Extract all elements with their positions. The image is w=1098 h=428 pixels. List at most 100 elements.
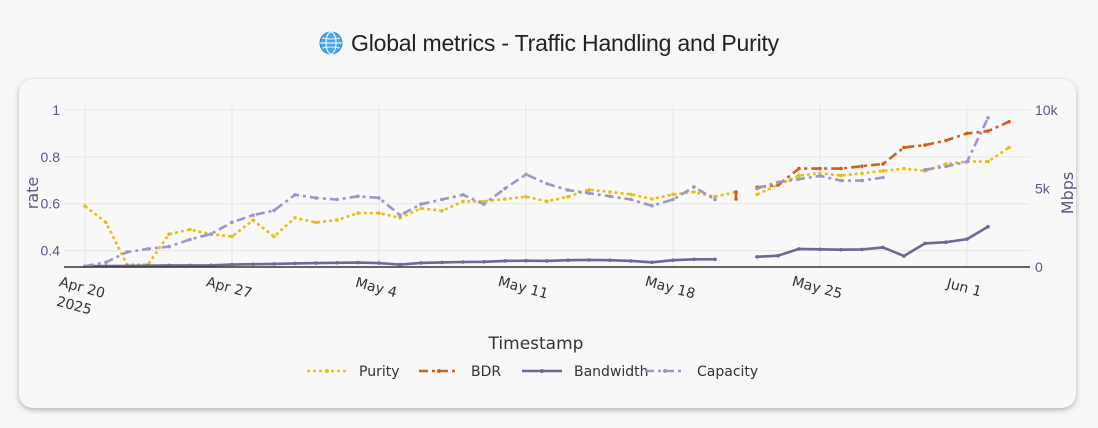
data-point[interactable] <box>293 193 297 197</box>
data-point[interactable] <box>230 220 234 225</box>
data-point[interactable] <box>902 145 906 150</box>
data-point[interactable] <box>146 247 150 251</box>
data-point[interactable] <box>587 258 591 262</box>
data-point[interactable] <box>419 261 423 265</box>
data-point[interactable] <box>692 185 696 189</box>
data-point[interactable] <box>335 197 339 202</box>
data-point[interactable] <box>734 197 738 201</box>
data-point[interactable] <box>482 202 486 206</box>
data-point[interactable] <box>839 247 843 252</box>
data-point[interactable] <box>713 257 717 262</box>
data-point[interactable] <box>104 260 108 265</box>
legend-item-bdr[interactable]: BDR <box>419 364 501 380</box>
data-point[interactable] <box>587 191 591 195</box>
data-point[interactable] <box>461 260 465 264</box>
data-point[interactable] <box>398 262 402 267</box>
data-point[interactable] <box>251 262 255 267</box>
data-point[interactable] <box>902 254 906 258</box>
data-point[interactable] <box>986 116 990 120</box>
data-point[interactable] <box>881 169 885 173</box>
data-point[interactable] <box>986 159 990 164</box>
data-point[interactable] <box>545 199 549 204</box>
data-point[interactable] <box>461 199 465 204</box>
data-point[interactable] <box>440 209 444 213</box>
data-point[interactable] <box>545 259 549 263</box>
data-point[interactable] <box>251 218 255 222</box>
data-point[interactable] <box>461 193 465 197</box>
data-point[interactable] <box>818 171 822 176</box>
legend-item-capacity[interactable]: Capacity <box>645 364 758 380</box>
data-point[interactable] <box>608 194 612 199</box>
data-point[interactable] <box>860 164 864 168</box>
data-point[interactable] <box>251 213 255 217</box>
data-point[interactable] <box>944 240 948 244</box>
data-point[interactable] <box>1007 119 1011 124</box>
data-point[interactable] <box>608 258 612 263</box>
data-point[interactable] <box>356 194 360 199</box>
data-point[interactable] <box>776 183 780 187</box>
data-point[interactable] <box>881 175 885 180</box>
data-point[interactable] <box>818 166 822 171</box>
data-point[interactable] <box>524 258 528 263</box>
data-point[interactable] <box>671 197 675 202</box>
data-point[interactable] <box>839 166 843 171</box>
data-point[interactable] <box>944 138 948 143</box>
data-point[interactable] <box>440 260 444 265</box>
data-point[interactable] <box>377 196 381 200</box>
data-point[interactable] <box>356 260 360 265</box>
data-point[interactable] <box>272 234 276 239</box>
data-point[interactable] <box>587 187 591 192</box>
data-point[interactable] <box>398 213 402 217</box>
data-point[interactable] <box>755 254 759 259</box>
data-point[interactable] <box>524 172 528 177</box>
legend-item-bandwidth[interactable]: Bandwidth <box>522 364 649 380</box>
data-point[interactable] <box>314 196 318 200</box>
data-point[interactable] <box>524 194 528 199</box>
data-point[interactable] <box>818 174 822 178</box>
data-point[interactable] <box>797 166 801 171</box>
data-point[interactable] <box>167 244 171 249</box>
data-point[interactable] <box>356 211 360 215</box>
data-point[interactable] <box>839 173 843 178</box>
data-point[interactable] <box>986 224 990 229</box>
data-point[interactable] <box>566 188 570 192</box>
data-point[interactable] <box>839 178 843 183</box>
data-point[interactable] <box>188 237 192 242</box>
data-point[interactable] <box>209 263 213 268</box>
data-point[interactable] <box>923 143 927 147</box>
data-point[interactable] <box>671 192 675 197</box>
data-point[interactable] <box>734 190 738 194</box>
data-point[interactable] <box>860 178 864 183</box>
data-point[interactable] <box>881 245 885 250</box>
data-point[interactable] <box>335 261 339 265</box>
data-point[interactable] <box>503 197 507 201</box>
data-point[interactable] <box>944 162 948 166</box>
data-point[interactable] <box>377 261 381 265</box>
data-point[interactable] <box>230 234 234 239</box>
data-point[interactable] <box>293 261 297 266</box>
data-point[interactable] <box>944 164 948 169</box>
data-point[interactable] <box>272 262 276 266</box>
data-point[interactable] <box>860 171 864 176</box>
data-point[interactable] <box>104 220 108 225</box>
data-point[interactable] <box>440 197 444 202</box>
data-point[interactable] <box>650 197 654 201</box>
data-point[interactable] <box>503 186 507 191</box>
data-point[interactable] <box>314 220 318 225</box>
data-point[interactable] <box>797 173 801 178</box>
data-point[interactable] <box>608 190 612 194</box>
data-point[interactable] <box>566 194 570 199</box>
data-point[interactable] <box>818 247 822 252</box>
data-point[interactable] <box>335 218 339 222</box>
data-point[interactable] <box>482 260 486 264</box>
data-point[interactable] <box>293 216 297 220</box>
data-point[interactable] <box>692 257 696 262</box>
data-point[interactable] <box>629 259 633 263</box>
data-point[interactable] <box>314 261 318 265</box>
data-point[interactable] <box>965 237 969 241</box>
data-point[interactable] <box>692 190 696 194</box>
data-point[interactable] <box>629 197 633 202</box>
data-point[interactable] <box>419 202 423 206</box>
data-point[interactable] <box>713 197 717 202</box>
data-point[interactable] <box>398 216 402 220</box>
